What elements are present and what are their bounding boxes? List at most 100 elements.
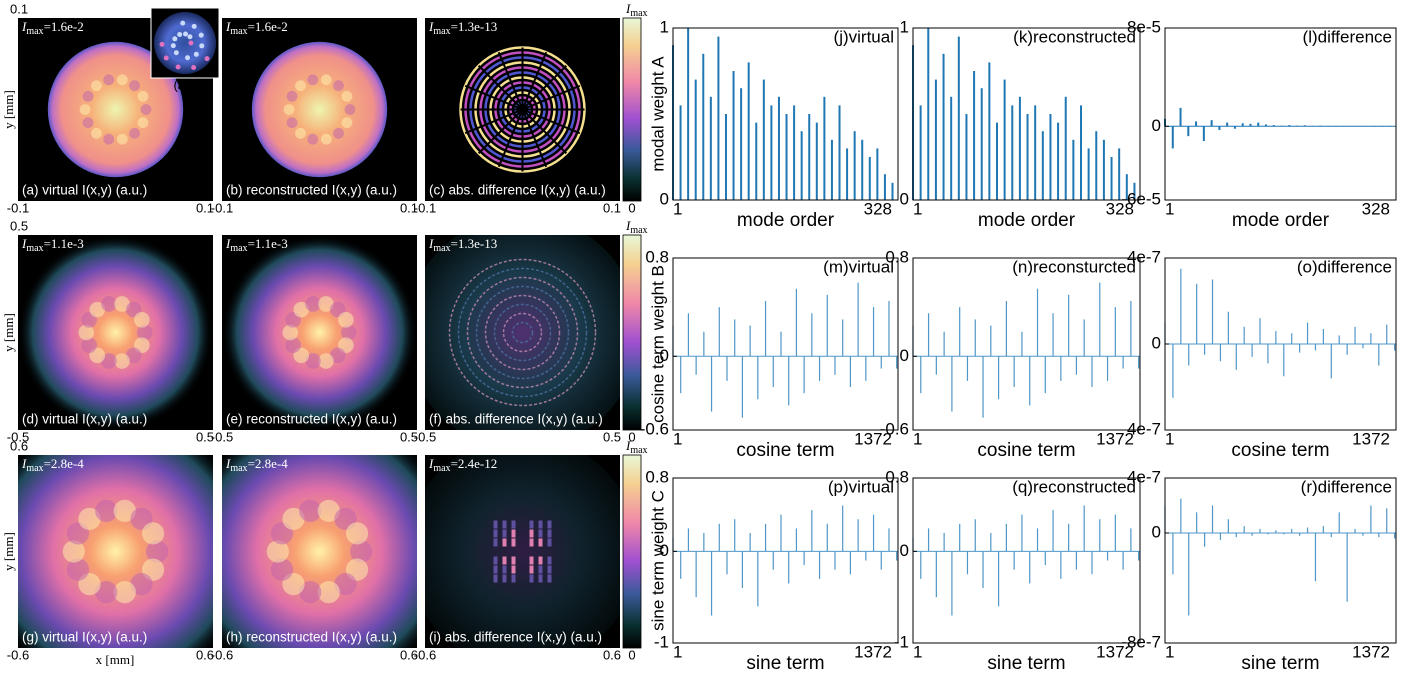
imax-label: Imax=2.8e-4 <box>225 456 288 474</box>
bar <box>1233 126 1236 129</box>
caption: (c) abs. difference I(x,y) (a.u.) <box>429 183 606 198</box>
bar <box>1275 530 1277 533</box>
bar <box>834 356 836 375</box>
chart-title: (m)virtual <box>823 257 894 276</box>
spoke <box>464 84 523 111</box>
imax-symbol: I <box>428 456 434 471</box>
inset-speckle <box>182 31 188 37</box>
bar <box>1354 326 1356 344</box>
bar <box>857 519 859 552</box>
y-tick-label: 0.8 <box>645 467 669 486</box>
chart-title: (q)reconstructed <box>1012 477 1136 496</box>
inset-speckle <box>187 34 193 40</box>
image-panel <box>222 235 417 430</box>
bar <box>1060 551 1062 579</box>
bar <box>788 356 790 406</box>
colorbar-top: Imax <box>625 438 648 456</box>
bar <box>959 307 961 357</box>
bar <box>868 157 871 200</box>
bar <box>1272 125 1275 127</box>
intensity-disc <box>47 41 184 178</box>
intensity-disc <box>18 235 213 430</box>
speckle <box>141 522 165 545</box>
bar <box>849 356 852 387</box>
bar <box>1013 356 1015 387</box>
speckle <box>66 558 90 581</box>
bar <box>990 533 992 552</box>
imax-value: =1.6e-2 <box>248 19 288 34</box>
colorbar-top: Imax <box>625 218 648 236</box>
bar <box>795 528 798 552</box>
y-tick-label: 0.8 <box>885 467 909 486</box>
bar <box>995 122 998 200</box>
bar <box>951 551 953 616</box>
imax-value: =1.3e-13 <box>451 19 498 34</box>
bar <box>1187 126 1190 137</box>
imax-value: =1.1e-3 <box>44 236 84 251</box>
bar <box>755 122 758 200</box>
bar <box>927 528 930 552</box>
x-tick-label: 328 <box>864 199 892 218</box>
plot-frame <box>672 477 899 644</box>
x-tick-label: 1 <box>1165 642 1174 661</box>
speckle <box>305 353 321 369</box>
bar <box>1265 124 1268 127</box>
bar <box>826 294 828 357</box>
bar <box>1354 528 1356 533</box>
bar <box>687 313 690 357</box>
bar <box>1227 519 1229 533</box>
bar <box>830 139 833 200</box>
y-tick-label: 0 <box>900 541 909 560</box>
bar <box>943 331 945 357</box>
imax-symbol: I <box>225 19 231 34</box>
bar <box>1068 523 1070 552</box>
bar <box>1288 125 1291 127</box>
speckle <box>286 90 298 102</box>
bar <box>888 528 890 552</box>
bar <box>927 28 930 200</box>
y-tick-label: -6e-5 <box>1121 189 1161 208</box>
bar <box>1075 356 1078 375</box>
lobe <box>493 565 498 574</box>
imax-label: Imax=1.3e-13 <box>428 236 497 254</box>
bar <box>1243 526 1245 533</box>
bar <box>800 131 803 200</box>
bar <box>1386 324 1388 344</box>
bar <box>1291 333 1293 344</box>
bar <box>823 96 826 200</box>
speckle <box>318 296 334 312</box>
intensity-disc <box>222 455 417 648</box>
plot-frame <box>912 257 1141 431</box>
x-tick-label: -0.1 <box>7 200 29 215</box>
speckle <box>137 90 149 102</box>
bar <box>687 528 690 552</box>
bar <box>788 551 790 584</box>
inset-disc <box>154 12 216 74</box>
caption: (f) abs. difference I(x,y) (a.u.) <box>429 412 603 427</box>
bar <box>1138 356 1140 369</box>
bar <box>1211 279 1214 344</box>
bar <box>680 356 682 394</box>
bar <box>718 523 720 552</box>
y-axis-label: y [mm] <box>1 313 16 352</box>
speckle <box>320 74 332 86</box>
lobe <box>538 538 543 547</box>
x-tick-label: 1 <box>1165 199 1174 218</box>
imax-symbol: I <box>225 456 231 471</box>
bar <box>780 514 782 552</box>
bar <box>1314 533 1317 582</box>
lobe <box>511 556 516 565</box>
imax-value: =2.8e-4 <box>44 456 85 471</box>
x-tick-label: 1 <box>913 199 922 218</box>
y-tick-label: -0.6 <box>640 419 669 438</box>
bar <box>1034 105 1037 200</box>
imax-label: Imax=2.4e-12 <box>428 456 497 474</box>
inset-speckle <box>191 65 197 71</box>
image-panel <box>222 18 417 201</box>
imax-value: =2.8e-4 <box>248 456 289 471</box>
bar <box>815 122 818 200</box>
bar <box>865 551 867 561</box>
bar <box>982 356 984 418</box>
imax-subscript: max <box>26 463 43 474</box>
speckle <box>282 324 299 341</box>
